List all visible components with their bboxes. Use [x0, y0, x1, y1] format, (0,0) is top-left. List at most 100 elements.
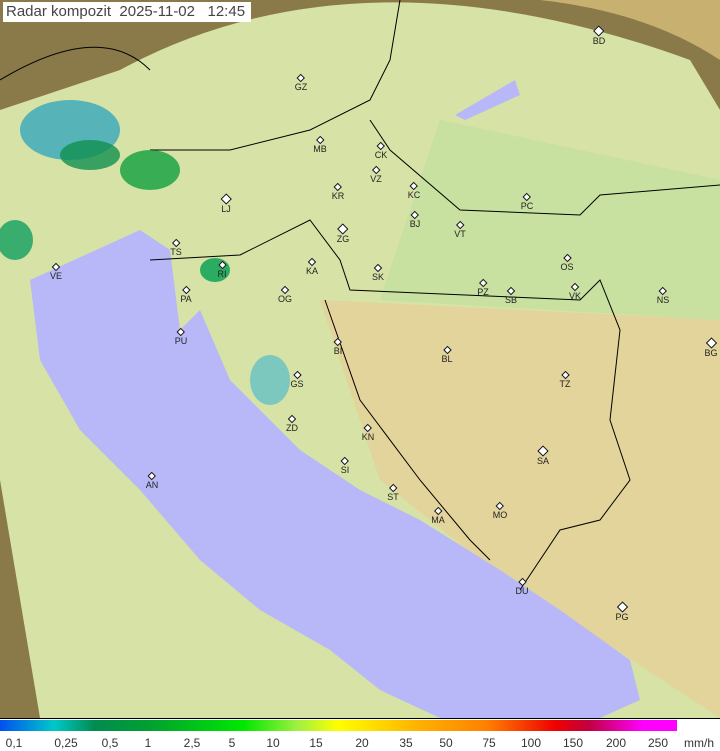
diamond-icon [506, 286, 516, 296]
city-marker: LJ [220, 193, 232, 214]
scale-tick-label: 20 [355, 736, 369, 750]
diamond-icon [658, 286, 668, 296]
city-label: AN [145, 480, 159, 490]
city-marker: OG [277, 285, 293, 304]
diamond-icon [363, 423, 373, 433]
city-label: OS [560, 262, 574, 272]
city-label: BG [704, 348, 718, 358]
city-label: ZG [336, 234, 350, 244]
city-label: DU [515, 586, 529, 596]
scale-tick-label: 50 [439, 736, 453, 750]
city-label: VK [568, 291, 582, 301]
city-marker: VK [568, 282, 582, 301]
city-marker: SI [340, 456, 350, 475]
diamond-icon [705, 337, 717, 349]
diamond-icon [616, 601, 628, 613]
scale-tick-label: 15 [309, 736, 323, 750]
scale-tick-label: 0,5 [101, 736, 119, 750]
city-marker: VZ [370, 165, 382, 184]
city-marker: BL [441, 345, 453, 364]
diamond-icon [371, 165, 381, 175]
diamond-icon [181, 285, 191, 295]
border [150, 0, 401, 151]
city-label: MA [431, 515, 445, 525]
city-marker: GZ [294, 73, 308, 92]
city-marker: PU [175, 327, 187, 346]
city-label: GS [290, 379, 304, 389]
city-label: MB [313, 144, 327, 154]
scale-tick-label: 35 [399, 736, 413, 750]
lake-balaton [455, 80, 520, 120]
diamond-icon [307, 257, 317, 267]
diamond-icon [495, 501, 505, 511]
diamond-icon [376, 141, 386, 151]
diamond-icon [478, 278, 488, 288]
city-marker: MB [313, 135, 327, 154]
city-marker: TZ [559, 370, 571, 389]
city-marker: NS [656, 286, 670, 305]
city-label: KC [407, 190, 421, 200]
scale-tick-label: 150 [562, 736, 584, 750]
diamond-icon [455, 220, 465, 230]
diamond-icon [593, 25, 605, 37]
precipitation [0, 100, 290, 405]
diamond-icon [171, 238, 181, 248]
city-label: SA [536, 456, 550, 466]
city-label: GZ [294, 82, 308, 92]
diamond-icon [522, 192, 532, 202]
city-label: CK [374, 150, 388, 160]
scale-tick-label: 5 [228, 736, 236, 750]
city-label: NS [656, 295, 670, 305]
radar-map [0, 0, 720, 719]
diamond-icon [315, 135, 325, 145]
diamond-icon [517, 577, 527, 587]
diamond-icon [433, 506, 443, 516]
city-label: SI [340, 465, 350, 475]
city-marker: GS [290, 370, 304, 389]
diamond-icon [373, 263, 383, 273]
city-label: ST [387, 492, 399, 502]
map-title: Radar kompozit 2025-11-02 12:45 [3, 2, 252, 22]
city-marker: BI [334, 337, 342, 356]
diamond-icon [562, 253, 572, 263]
city-label: TS [170, 247, 182, 257]
scale-tick-label: 2,5 [183, 736, 201, 750]
diamond-icon [296, 73, 306, 83]
city-marker: VE [50, 262, 62, 281]
city-marker: SK [371, 263, 385, 282]
diamond-icon [570, 282, 580, 292]
diamond-icon [292, 370, 302, 380]
scale-tick-label: 0,25 [54, 736, 78, 750]
city-marker: AN [145, 471, 159, 490]
city-label: SB [504, 295, 518, 305]
diamond-icon [220, 193, 232, 205]
city-marker: OS [560, 253, 574, 272]
city-marker: SB [504, 286, 518, 305]
diamond-icon [176, 327, 186, 337]
city-marker: PA [180, 285, 192, 304]
diamond-icon [337, 223, 349, 235]
city-label: SK [371, 272, 385, 282]
city-label: KN [361, 432, 375, 442]
city-label: KA [305, 266, 319, 276]
diamond-icon [442, 345, 452, 355]
diamond-icon [287, 414, 297, 424]
city-label: BL [441, 354, 453, 364]
diamond-icon [51, 262, 61, 272]
border [149, 219, 631, 591]
diamond-icon [410, 210, 420, 220]
diamond-icon [147, 471, 157, 481]
city-marker: DU [515, 577, 529, 596]
adriatic-sea [30, 230, 640, 718]
scale-unit: mm/h [684, 736, 714, 750]
city-marker: TS [170, 238, 182, 257]
scale-tick-label: 10 [266, 736, 280, 750]
city-label: VZ [370, 174, 382, 184]
city-label: OG [277, 294, 293, 304]
diamond-icon [409, 181, 419, 191]
city-label: TZ [559, 379, 571, 389]
scale-tick-label: 1 [144, 736, 152, 750]
diamond-icon [280, 285, 290, 295]
city-marker: ZD [286, 414, 298, 433]
